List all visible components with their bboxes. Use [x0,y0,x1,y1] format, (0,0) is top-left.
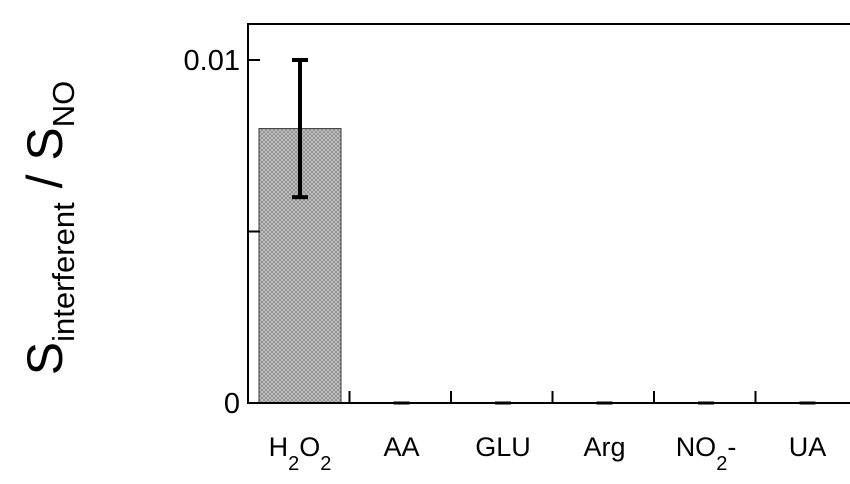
y-label-s1-sub: interferent [46,202,81,342]
y-tick-label-0: 0 [224,388,240,420]
y-label-slash: / [17,161,73,203]
x-tick-label-1: AA [383,432,419,462]
y-label-s2-sub: NO [46,81,81,128]
bars-group [258,128,816,405]
error-bars-group [292,58,308,200]
x-axis: H2O2 AA GLU Arg NO2- UA [269,391,827,475]
x-tick-label-5: UA [789,432,827,462]
y-axis-label: Sinterferent / SNO [17,81,81,375]
y-axis: 00.01 [184,45,260,420]
y-tick-label-2: 0.01 [184,45,240,77]
y-label-s2: S [17,127,73,160]
x-tick-label-2: GLU [475,432,531,462]
x-tick-label-4: NO2- [676,432,737,475]
x-tick-label-0: H2O2 [269,432,332,475]
y-label-s1: S [17,342,73,375]
x-tick-label-3: Arg [583,432,625,462]
